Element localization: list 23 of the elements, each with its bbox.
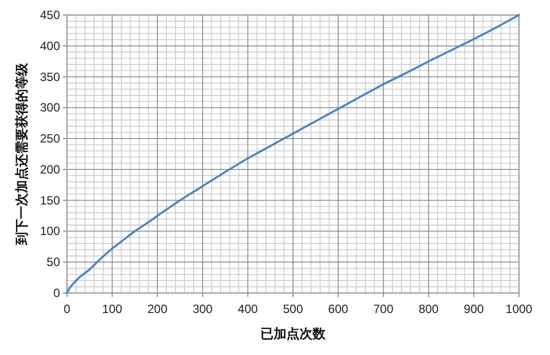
x-tick-label: 0 [64,302,71,316]
y-tick-label: 250 [40,132,60,146]
y-tick-label: 450 [40,8,60,22]
x-tick-label: 600 [328,302,349,316]
x-tick-label: 500 [282,302,304,316]
y-axis-title: 到下一次加点还需要获得的等级 [14,62,29,246]
y-tick-label: 350 [40,70,60,84]
x-tick-label: 900 [464,302,484,316]
y-tick-label: 400 [40,38,60,53]
x-tick-label: 1000 [506,302,533,316]
x-tick-label: 400 [238,302,258,316]
y-tick-label: 50 [46,255,60,270]
y-tick-label: 100 [40,224,60,238]
x-tick-label: 300 [192,302,213,316]
x-tick-label: 100 [102,302,123,316]
x-tick-label: 200 [147,302,168,316]
x-axis-title: 已加点次数 [260,326,326,341]
x-tick-label: 700 [373,302,394,316]
y-tick-label: 0 [53,286,60,300]
y-tick-label: 200 [40,162,60,176]
x-tick-label: 800 [418,302,439,316]
y-tick-label: 150 [40,193,60,208]
y-tick-label: 300 [40,100,60,115]
